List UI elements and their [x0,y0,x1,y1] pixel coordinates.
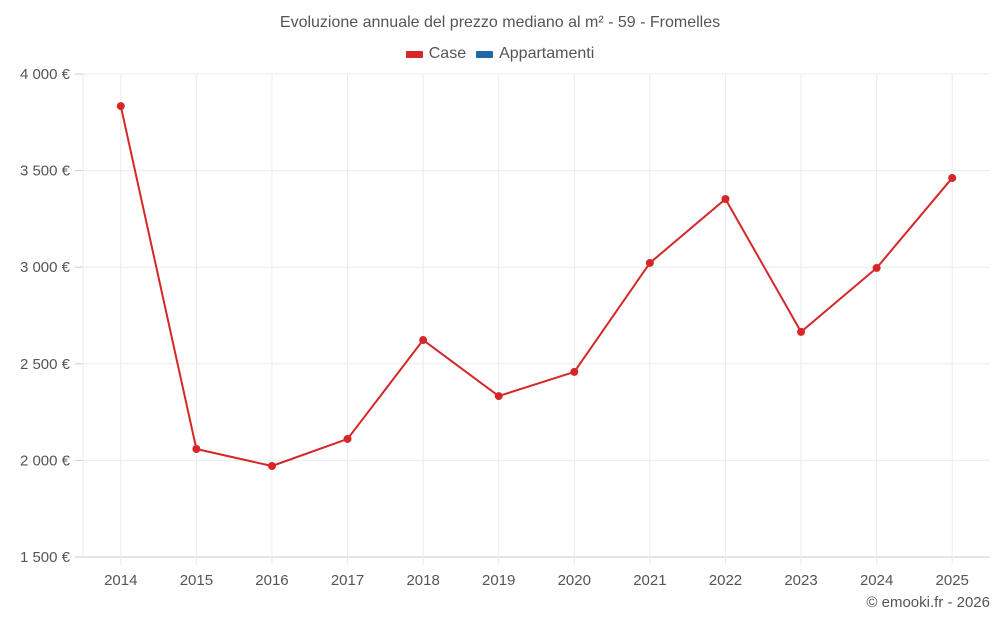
data-point[interactable] [267,462,276,471]
x-tick-label: 2025 [936,572,969,589]
x-tick-label: 2016 [255,572,288,589]
x-tick-label: 2014 [104,572,137,589]
x-tick-label: 2017 [331,572,364,589]
data-point[interactable] [419,336,428,345]
x-axis: 2014 2015 2016 2017 2018 2019 2020 2021 2022 2023… [104,572,969,589]
x-tick-label: 2019 [482,572,515,589]
gridlines [75,73,990,565]
legend-item-case[interactable]: Case [405,45,467,63]
legend-swatch-appartamenti [476,50,494,58]
y-tick-label: 3 000 € [20,259,71,276]
legend-swatch-case [405,50,423,58]
data-point[interactable] [116,102,125,111]
legend-item-appartamenti[interactable]: Appartamenti [476,45,594,63]
data-point[interactable] [721,195,730,204]
data-point[interactable] [192,445,201,454]
data-point[interactable] [797,327,806,336]
x-tick-label: 2018 [406,572,439,589]
data-point[interactable] [570,367,579,376]
x-tick-label: 2020 [558,572,591,589]
data-point[interactable] [872,263,881,272]
x-tick-label: 2015 [180,572,213,589]
chart-title: Evoluzione annuale del prezzo mediano al… [279,14,721,31]
y-tick-label: 1 500 € [20,549,71,566]
legend: Case Appartamenti [0,45,1000,63]
data-point[interactable] [948,173,957,182]
series-case [116,102,957,471]
y-tick-label: 2 000 € [20,452,71,469]
y-tick-label: 4 000 € [20,66,71,83]
x-tick-label: 2024 [860,572,893,589]
data-point[interactable] [494,392,503,401]
y-axis: 1 500 € 2 000 € 2 500 € 3 000 € 3 500 € 4 000… [20,66,71,566]
legend-label-case: Case [428,45,467,62]
data-point[interactable] [645,258,654,267]
y-tick-label: 2 500 € [20,356,71,373]
credit-text: © emooki.fr - 2026 [866,594,990,611]
legend-label-appartamenti: Appartamenti [499,45,595,62]
x-tick-label: 2023 [784,572,817,589]
x-tick-label: 2021 [633,572,666,589]
y-tick-label: 3 500 € [20,163,71,180]
x-tick-label: 2022 [709,572,742,589]
data-point[interactable] [343,434,352,443]
